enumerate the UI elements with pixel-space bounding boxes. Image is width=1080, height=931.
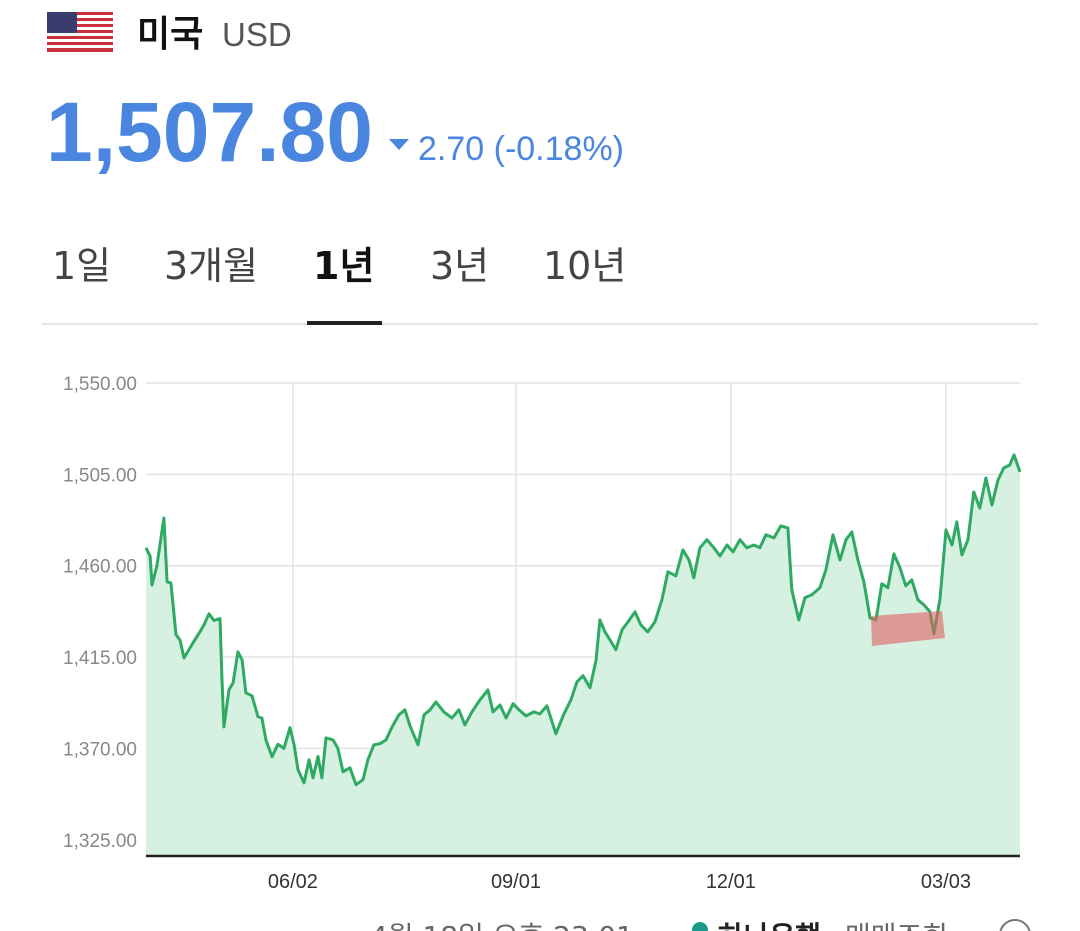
highlight-annotation <box>871 611 945 646</box>
down-arrow <box>389 139 409 150</box>
x-tick-label: 12/01 <box>706 871 756 893</box>
flag-canton <box>47 12 77 33</box>
bank-logo <box>692 922 708 931</box>
trade-link[interactable]: 매매조회 <box>845 920 948 931</box>
tab[interactable]: 3년 <box>430 244 489 288</box>
currency: USD <box>222 16 292 53</box>
flag-stripe <box>47 30 113 33</box>
flag-stripe <box>47 48 113 52</box>
bank-name: 하나은행 <box>718 920 821 931</box>
tab[interactable]: 10년 <box>543 244 626 288</box>
y-tick-label: 1,550.00 <box>63 374 137 395</box>
tabs: 1일 3개월 1년 3년 10년 <box>52 244 626 288</box>
tab-underline <box>307 321 382 325</box>
tab[interactable]: 1일 <box>52 244 111 288</box>
x-tick-label: 06/02 <box>268 871 318 893</box>
flag <box>47 12 113 52</box>
y-tick-label: 1,325.00 <box>63 831 137 852</box>
tab-selected[interactable]: 1년 <box>313 244 374 288</box>
flag-stripe <box>47 24 113 27</box>
info-icon[interactable] <box>999 919 1031 931</box>
y-tick-label: 1,460.00 <box>63 557 137 578</box>
chart: 1,325.00 1,370.00 1,415.00 1,460.00 1,505.00… <box>63 374 1022 893</box>
timestamp: 4월 18일 오후 23:01 <box>370 920 634 931</box>
price-change: 2.70 (-0.18%) <box>418 130 624 168</box>
flag-stripe <box>47 18 113 21</box>
x-tick-label: 09/01 <box>491 871 541 893</box>
footer: 4월 18일 오후 23:01 하나은행 매매조회 <box>370 919 1031 931</box>
flag-stripe <box>47 36 113 39</box>
price: 1,507.80 <box>46 85 373 179</box>
y-tick-label: 1,370.00 <box>63 739 137 760</box>
y-tick-label: 1,415.00 <box>63 648 137 669</box>
x-tick-label: 03/03 <box>921 871 971 893</box>
y-tick-label: 1,505.00 <box>63 465 137 486</box>
flag-stripe <box>47 12 113 15</box>
area <box>146 454 1020 856</box>
flag-stripe <box>47 42 113 45</box>
line <box>144 453 1022 787</box>
country: 미국 <box>137 14 203 55</box>
tab[interactable]: 3개월 <box>164 244 258 288</box>
